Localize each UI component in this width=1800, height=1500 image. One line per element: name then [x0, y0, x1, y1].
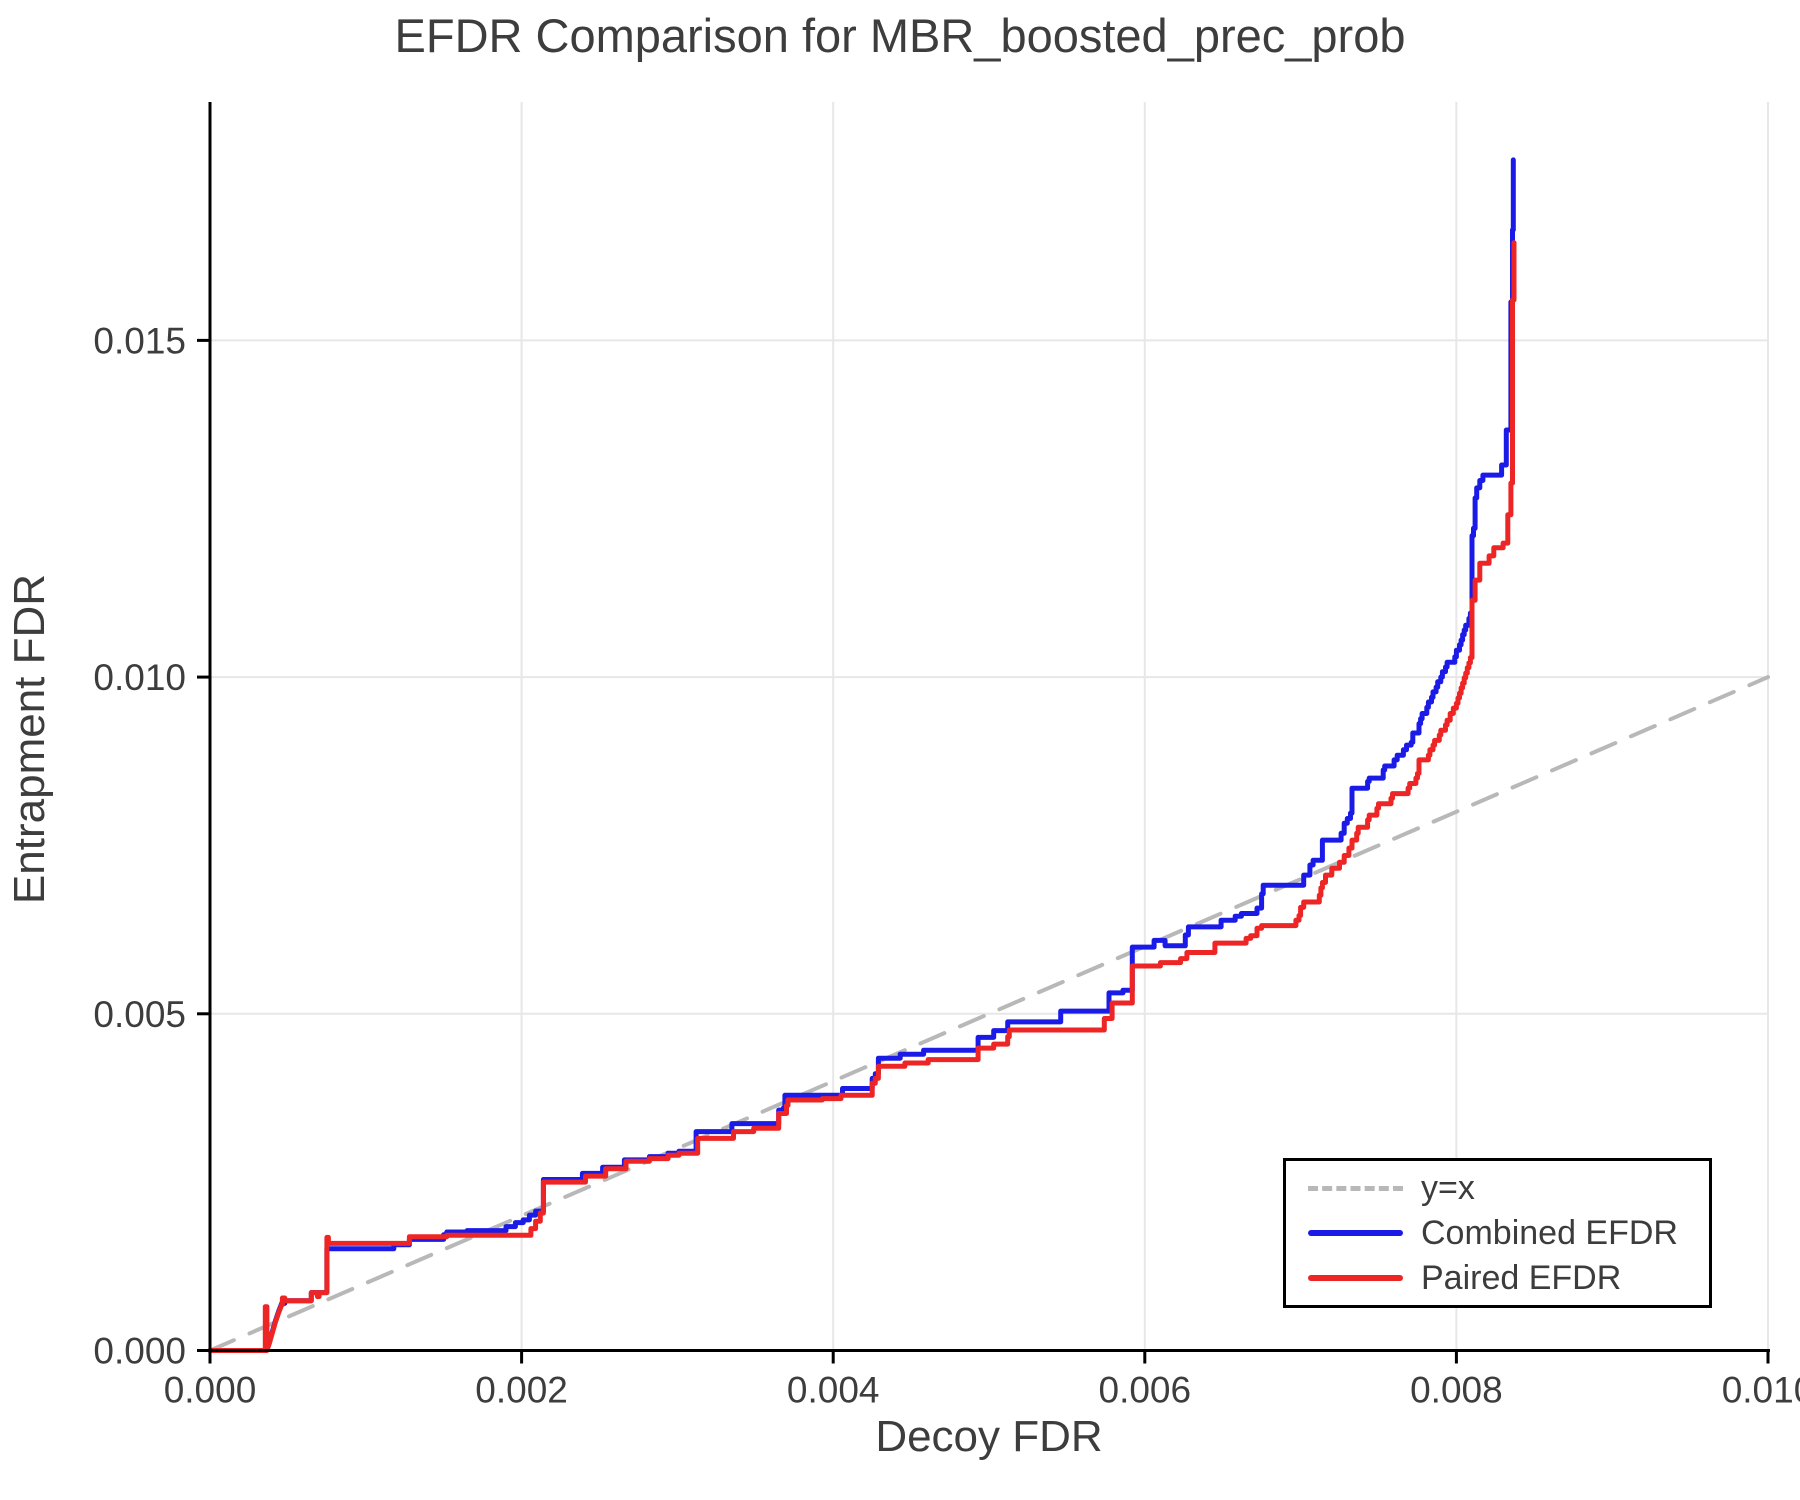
y-axis-label: Entrapment FDR [5, 573, 54, 905]
legend-sample-dashed-line [1308, 1185, 1403, 1191]
y-tick-label: 0.015 [93, 320, 186, 361]
y-tick-label: 0.000 [93, 1331, 186, 1372]
x-tick-label: 0.000 [164, 1370, 257, 1411]
legend-row-paired: Paired EFDR [1308, 1257, 1709, 1299]
x-axis-label: Decoy FDR [875, 1412, 1103, 1461]
x-tick-label: 0.002 [475, 1370, 568, 1411]
x-tick-label: 0.010 [1722, 1370, 1800, 1411]
legend-label: Paired EFDR [1421, 1259, 1622, 1297]
legend-row-yx: y=x [1308, 1167, 1709, 1209]
legend-label: y=x [1421, 1169, 1475, 1207]
legend-sample-combined-line [1308, 1230, 1403, 1236]
series-y-x [208, 675, 1770, 1353]
y-tick-label: 0.010 [93, 657, 186, 698]
x-tick-label: 0.004 [787, 1370, 880, 1411]
legend-label: Combined EFDR [1421, 1214, 1678, 1252]
chart-title: EFDR Comparison for MBR_boosted_prec_pro… [394, 9, 1406, 62]
y-tick-label: 0.005 [93, 994, 186, 1035]
series-lines [207, 157, 1770, 1353]
x-tick-label: 0.006 [1099, 1370, 1192, 1411]
series-combined-efdr [207, 157, 1516, 1353]
tick-marks-and-labels: 0.000 0.002 0.004 0.006 0.008 0.010 0.000 0.005… [93, 320, 1800, 1410]
legend-sample-paired-line [1308, 1275, 1403, 1281]
series-paired-efdr [207, 240, 1517, 1353]
legend: y=x Combined EFDR Paired EFDR [1283, 1158, 1712, 1308]
legend-row-combined: Combined EFDR [1308, 1212, 1709, 1254]
gridlines [210, 102, 1769, 1351]
axes-spines [208, 102, 1770, 1352]
x-tick-label: 0.008 [1410, 1370, 1503, 1411]
